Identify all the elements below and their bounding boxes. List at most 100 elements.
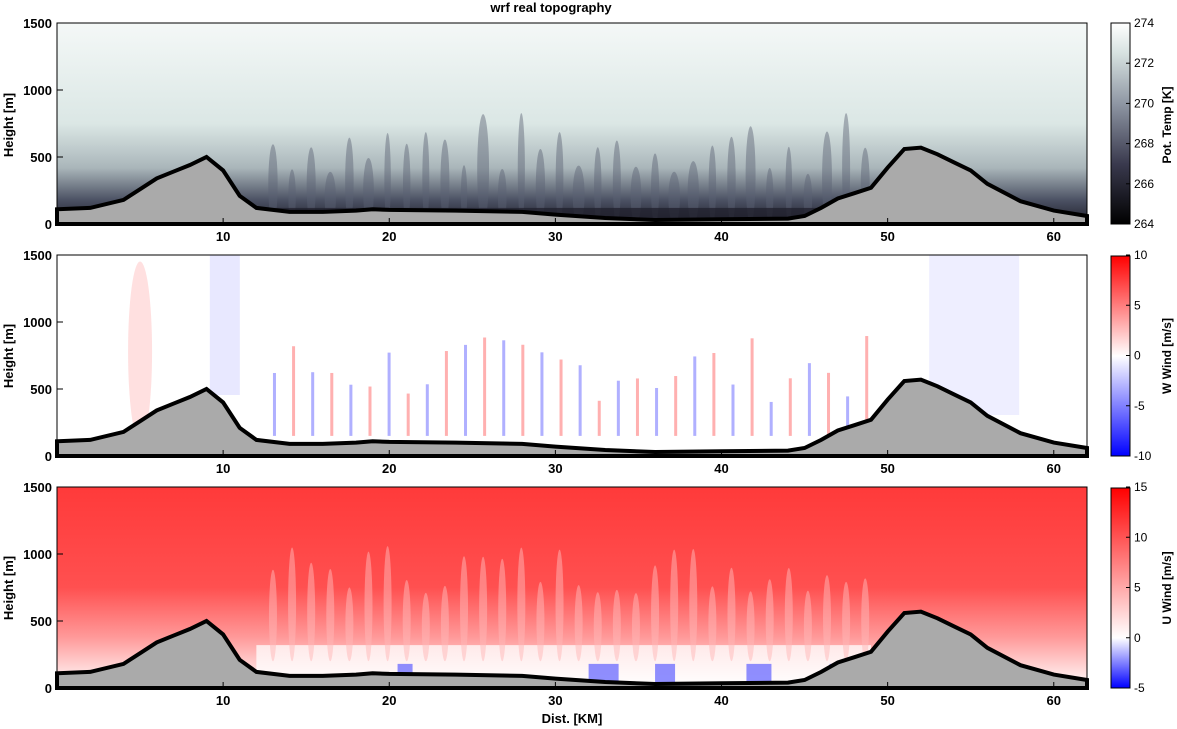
x-tick-label: 60 bbox=[1047, 461, 1061, 476]
u-plume bbox=[364, 551, 373, 662]
w-plume bbox=[559, 359, 563, 436]
u-plume bbox=[765, 579, 774, 662]
axes-frame-theta bbox=[56, 22, 1088, 225]
theta-plume bbox=[306, 147, 316, 224]
theta-plume bbox=[822, 131, 832, 224]
u-plume bbox=[842, 581, 851, 662]
theta-plume bbox=[440, 139, 450, 224]
u-plume bbox=[670, 549, 679, 662]
terrain-theta bbox=[55, 145, 1089, 226]
u-plume bbox=[479, 556, 488, 662]
w-plume bbox=[827, 372, 831, 436]
theta-plume bbox=[345, 137, 354, 224]
x-tick-label: 10 bbox=[216, 229, 230, 244]
colorbar-tick-label: -5 bbox=[1134, 399, 1145, 413]
y-ticks-u: 0 500 1000 1500 bbox=[23, 480, 63, 696]
x-tick-label: 20 bbox=[382, 461, 396, 476]
x-tick-label: 30 bbox=[548, 229, 562, 244]
u-plume bbox=[326, 569, 335, 662]
w-plume bbox=[846, 396, 850, 436]
u-plume bbox=[823, 575, 832, 662]
u-plume bbox=[612, 589, 621, 662]
theta-plume bbox=[612, 140, 621, 224]
u-plume bbox=[268, 569, 277, 662]
x-tick-label: 10 bbox=[216, 461, 230, 476]
axes-frame-u bbox=[56, 486, 1088, 689]
w-plume bbox=[865, 336, 869, 436]
x-tick-label: 30 bbox=[548, 693, 562, 708]
y-tick-label: 0 bbox=[45, 217, 52, 232]
x-tick-label: 40 bbox=[714, 693, 728, 708]
w-plume bbox=[425, 384, 429, 436]
y-tick-label: 1500 bbox=[23, 16, 52, 31]
x-tick-label: 10 bbox=[216, 693, 230, 708]
colorbar-tick-label: 10 bbox=[1134, 530, 1148, 544]
theta-plume bbox=[535, 149, 546, 224]
w-plume bbox=[387, 352, 391, 436]
w-plume bbox=[597, 400, 601, 436]
x-ticks-w: 10 20 30 40 50 60 bbox=[216, 450, 1061, 476]
x-tick-label: 60 bbox=[1047, 229, 1061, 244]
u-plume bbox=[345, 587, 354, 662]
u-plume bbox=[651, 565, 660, 662]
w-plume bbox=[750, 338, 754, 436]
colorbar-ticks-theta: 264 266 268 270 272 274 bbox=[1126, 16, 1154, 231]
y-axis-label-u: Height [m] bbox=[1, 556, 16, 620]
u-plume bbox=[631, 593, 640, 662]
colorbar-tick-label: -10 bbox=[1134, 449, 1152, 463]
x-tick-label: 30 bbox=[548, 461, 562, 476]
x-tick-label: 40 bbox=[714, 461, 728, 476]
x-tick-label: 20 bbox=[382, 693, 396, 708]
u-plume bbox=[498, 558, 507, 662]
x-tick-label: 50 bbox=[880, 693, 894, 708]
w-plume bbox=[330, 372, 334, 436]
u-plume bbox=[517, 547, 526, 662]
colorbar-tick-label: 268 bbox=[1134, 137, 1154, 151]
theta-plume bbox=[727, 136, 736, 225]
w-plume bbox=[483, 337, 487, 436]
u-plume bbox=[536, 581, 545, 662]
w-plume bbox=[502, 340, 506, 436]
theta-plume bbox=[477, 114, 490, 224]
w-plume bbox=[731, 384, 735, 436]
x-tick-label: 20 bbox=[382, 229, 396, 244]
theta-plume bbox=[555, 132, 564, 224]
theta-plume bbox=[402, 143, 411, 224]
colorbar-tick-label: 0 bbox=[1134, 349, 1141, 363]
terrain-w bbox=[55, 377, 1089, 458]
colorbar-tick-label: 5 bbox=[1134, 581, 1141, 595]
u-plume bbox=[440, 585, 449, 662]
colorbar-tick-label: 10 bbox=[1134, 248, 1148, 262]
theta-plume bbox=[594, 147, 602, 225]
colorbar-tick-label: 266 bbox=[1134, 177, 1154, 191]
w-updraft-band bbox=[128, 261, 153, 442]
w-plume bbox=[635, 378, 639, 436]
w-plume bbox=[693, 356, 697, 436]
u-plume bbox=[383, 546, 392, 662]
u-plume bbox=[746, 591, 755, 662]
theta-plume bbox=[785, 146, 793, 224]
x-tick-label: 60 bbox=[1047, 693, 1061, 708]
u-plume bbox=[421, 592, 430, 662]
y-tick-label: 0 bbox=[45, 681, 52, 696]
w-plume bbox=[444, 351, 448, 436]
w-plume bbox=[368, 386, 372, 436]
u-plume bbox=[861, 578, 870, 662]
colorbar-label-u: U Wind [m/s] bbox=[1160, 551, 1174, 624]
w-plume bbox=[616, 380, 620, 436]
theta-plume bbox=[384, 133, 391, 224]
colorbar-ticks-w: -10 -5 0 5 10 bbox=[1126, 248, 1152, 463]
x-ticks-u: 10 20 30 40 50 60 bbox=[216, 682, 1061, 708]
w-plume bbox=[464, 344, 468, 436]
u-plume bbox=[307, 562, 316, 662]
colorbar-tick-label: 15 bbox=[1134, 480, 1148, 494]
theta-plume bbox=[268, 144, 278, 224]
u-plume bbox=[555, 549, 564, 662]
w-plume bbox=[578, 365, 582, 436]
x-axis-label: Dist. [KM] bbox=[542, 711, 603, 726]
w-plume bbox=[807, 363, 811, 436]
w-plume bbox=[655, 387, 659, 436]
colorbar-tick-label: 264 bbox=[1134, 217, 1154, 231]
